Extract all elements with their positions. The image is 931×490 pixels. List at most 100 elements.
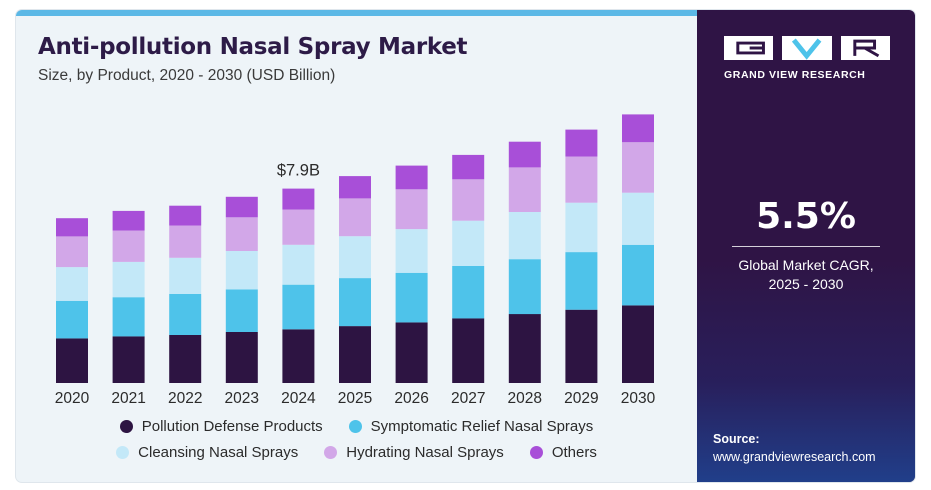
- x-tick-label: 2020: [55, 390, 90, 407]
- bar-segment: [395, 272, 428, 323]
- bar-segment: [508, 212, 541, 260]
- bar-segment: [169, 335, 202, 383]
- bar-segment: [622, 192, 654, 245]
- bar-segment: [339, 198, 371, 237]
- bar-segment: [56, 338, 88, 383]
- bar-segment: [622, 114, 654, 143]
- bar-segment: [169, 257, 202, 294]
- value-annotation: $7.9B: [277, 162, 320, 180]
- bar-segment: [395, 165, 428, 190]
- top-accent-bar: [16, 10, 697, 16]
- legend-item: Pollution Defense Products: [119, 418, 323, 435]
- x-tick-label: 2023: [225, 390, 259, 407]
- legend-label: Hydrating Nasal Sprays: [346, 444, 504, 461]
- legend-label: Pollution Defense Products: [141, 418, 323, 435]
- bar-segment: [565, 129, 598, 157]
- bar-segment: [339, 326, 371, 383]
- legend-item: Hydrating Nasal Sprays: [324, 444, 504, 461]
- brand-logo: GRAND VIEW RESEARCH: [724, 36, 890, 81]
- chart-subtitle: Size, by Product, 2020 - 2030 (USD Billi…: [38, 67, 336, 84]
- bar-segment: [339, 278, 371, 327]
- bars-group: [56, 114, 654, 383]
- legend-item: Cleansing Nasal Sprays: [116, 444, 298, 461]
- bar-segment: [225, 217, 258, 251]
- cagr-divider: [732, 246, 880, 247]
- bar-segment: [622, 142, 654, 193]
- logo-marks: [724, 36, 890, 60]
- cagr-value: 5.5%: [756, 196, 856, 237]
- logo-g-mark-icon: [724, 36, 774, 60]
- bar-segment: [169, 225, 202, 258]
- bar-segment: [508, 141, 541, 168]
- legend-label: Cleansing Nasal Sprays: [138, 444, 299, 461]
- bar-segment: [56, 267, 88, 301]
- bar-segment: [56, 236, 88, 268]
- sidebar-panel: GRAND VIEW RESEARCH 5.5% Global Market C…: [697, 10, 915, 482]
- legend-label: Symptomatic Relief Nasal Sprays: [370, 418, 594, 435]
- legend-swatch: [529, 446, 543, 459]
- bar-segment: [225, 196, 258, 218]
- infographic-card: Anti-pollution Nasal Spray Market Size, …: [16, 10, 915, 482]
- bar-segment: [282, 329, 315, 383]
- x-tick-label: 2022: [168, 390, 202, 407]
- bar-segment: [339, 176, 371, 199]
- bar-segment: [282, 188, 315, 210]
- bar-segment: [508, 314, 541, 383]
- x-tick-label: 2026: [394, 390, 428, 407]
- bar-segment: [225, 289, 258, 332]
- cagr-label-line1: Global Market CAGR,: [738, 257, 874, 273]
- legend-swatch: [116, 446, 130, 459]
- legend-swatch: [119, 420, 133, 433]
- logo-r-mark-icon: [840, 36, 890, 60]
- legend-item: Others: [529, 444, 597, 461]
- legend-row-2: Cleansing Nasal Sprays Hydrating Nasal S…: [16, 444, 697, 461]
- logo-v-mark-icon: [782, 36, 832, 60]
- bar-segment: [112, 336, 145, 383]
- bar-segment: [339, 236, 371, 279]
- bar-segment: [622, 305, 654, 383]
- bar-segment: [508, 259, 541, 315]
- x-tick-label: 2024: [281, 390, 316, 407]
- bar-segment: [452, 266, 485, 319]
- bar-segment: [452, 318, 485, 383]
- bar-segment: [565, 309, 598, 383]
- bar-segment: [452, 154, 485, 180]
- bar-segment: [395, 229, 428, 273]
- bar-segment: [112, 210, 145, 231]
- legend-row-1: Pollution Defense Products Symptomatic R…: [16, 418, 697, 435]
- bar-segment: [56, 218, 88, 237]
- bar-segment: [395, 189, 428, 230]
- source-url[interactable]: www.grandviewresearch.com: [713, 450, 876, 464]
- chart-panel: Anti-pollution Nasal Spray Market Size, …: [16, 10, 697, 482]
- bar-segment: [282, 284, 315, 330]
- x-tick-label: 2027: [451, 390, 485, 407]
- source-block: Source: www.grandviewresearch.com: [713, 430, 876, 466]
- bar-segment: [508, 167, 541, 212]
- brand-name: GRAND VIEW RESEARCH: [724, 69, 866, 81]
- x-tick-label: 2030: [621, 390, 656, 407]
- bar-segment: [452, 220, 485, 266]
- bar-segment: [452, 179, 485, 221]
- x-tick-label: 2029: [564, 390, 598, 407]
- cagr-label: Global Market CAGR, 2025 - 2030: [697, 256, 915, 294]
- bar-segment: [395, 322, 428, 383]
- legend-swatch: [348, 420, 362, 433]
- chart-title: Anti-pollution Nasal Spray Market: [38, 34, 468, 60]
- legend-label: Others: [551, 444, 597, 461]
- bar-segment: [282, 209, 315, 245]
- stacked-bar-chart: 2020 2021 2022 2023 2024 2025 2026 2027 2028 2029…: [55, 114, 656, 407]
- bar-segment: [565, 252, 598, 310]
- x-tick-label: 2028: [508, 390, 542, 407]
- legend-swatch: [324, 446, 338, 459]
- bar-segment: [225, 251, 258, 290]
- sidebar-background-glow: [697, 260, 915, 482]
- source-title: Source:: [713, 432, 760, 446]
- bar-segment: [112, 297, 145, 337]
- bar-segment: [565, 156, 598, 203]
- bar-segment: [622, 244, 654, 306]
- bar-segment: [565, 202, 598, 253]
- bar-segment: [169, 205, 202, 226]
- bar-segment: [282, 244, 315, 285]
- bar-segment: [225, 332, 258, 383]
- bar-segment: [56, 300, 88, 339]
